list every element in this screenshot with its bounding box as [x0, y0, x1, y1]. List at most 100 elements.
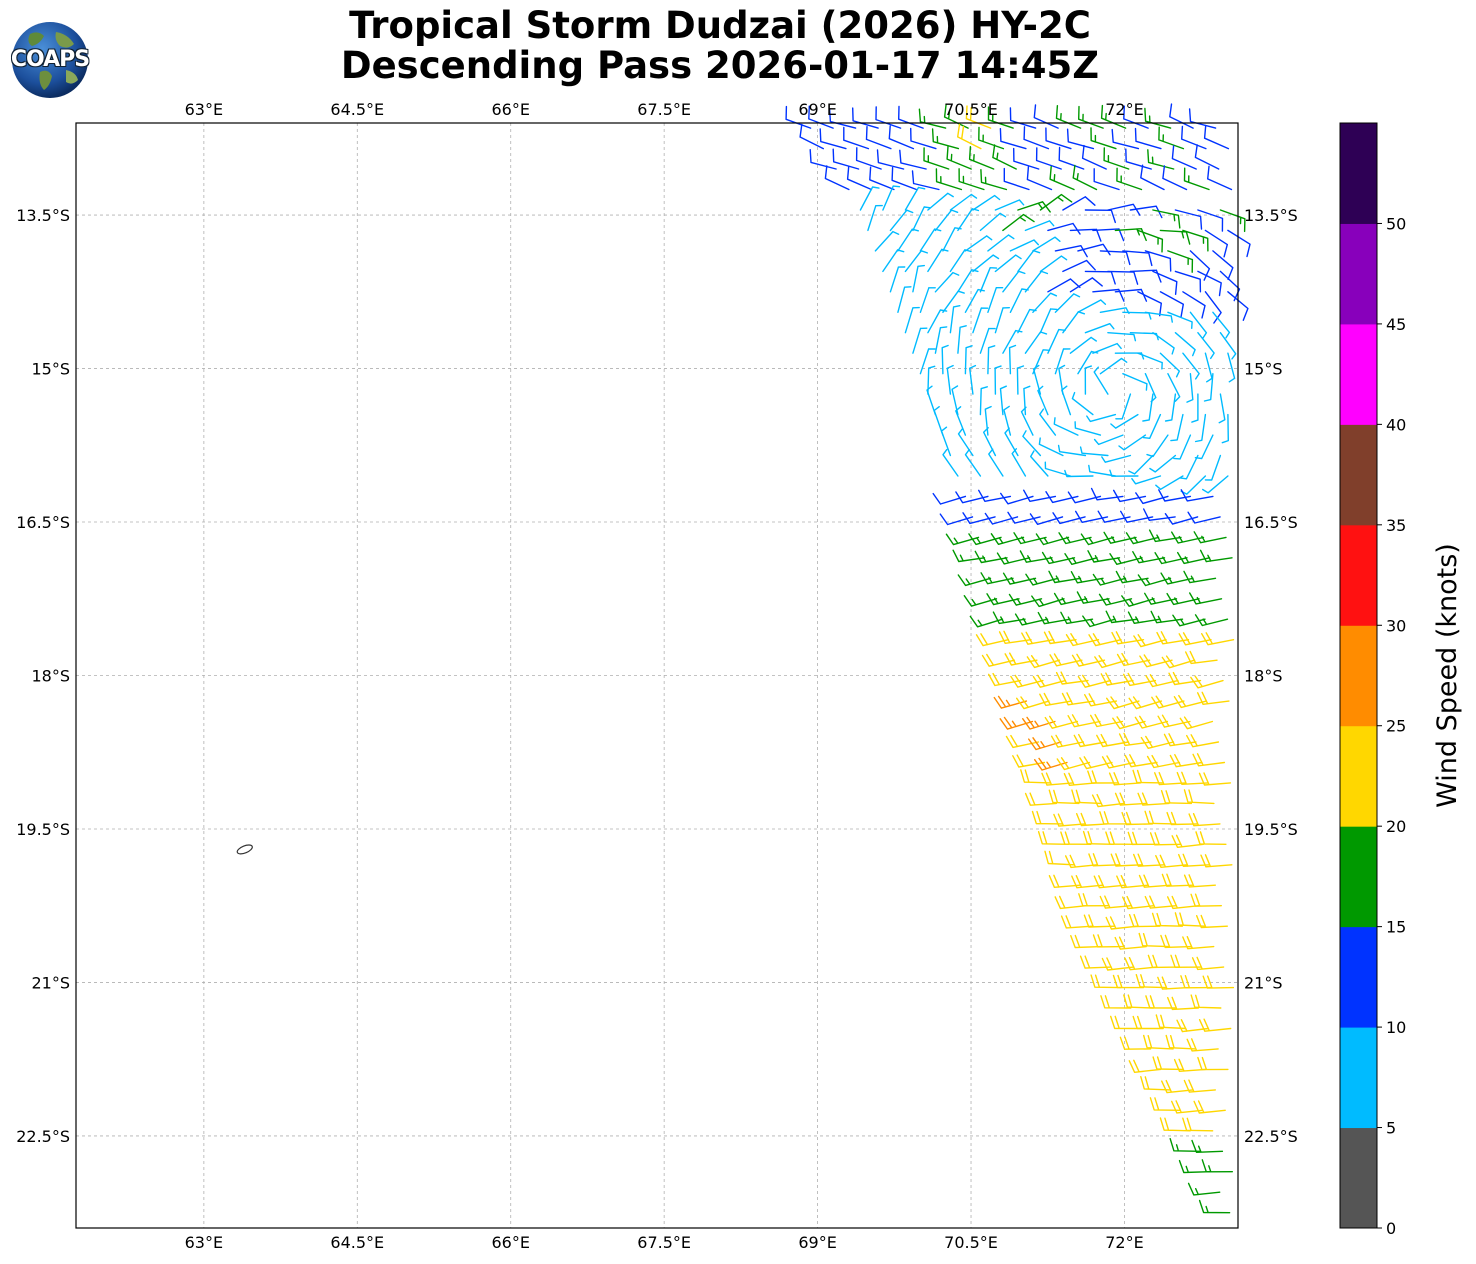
wind-barb: [799, 123, 824, 150]
wind-barb-shaft: [1194, 413, 1207, 443]
wind-barb: [949, 305, 961, 334]
wind-barb-shaft: [1105, 831, 1137, 845]
wind-barb: [964, 345, 973, 375]
wind-barb: [1140, 164, 1165, 191]
wind-barb: [1073, 733, 1107, 748]
wind-barb: [1129, 269, 1162, 283]
lon-tick-label-bottom: 67.5°E: [637, 1233, 691, 1252]
wind-barb: [1008, 344, 1017, 375]
wind-barb: [1182, 291, 1206, 319]
wind-barb: [1012, 754, 1046, 768]
colorbar: 0 5 10 15 20 25 30 35 40 45 50: [1339, 122, 1406, 1238]
wind-barb: [1164, 393, 1177, 422]
wind-barb: [1160, 790, 1193, 805]
wind-barb: [1056, 757, 1091, 771]
wind-barb: [1202, 475, 1229, 494]
wind-barb: [1075, 510, 1109, 523]
wind-barb: [957, 574, 992, 587]
wind-barb: [978, 126, 1005, 150]
wind-barb-shaft: [1049, 653, 1083, 667]
wind-barb-shaft: [1017, 250, 1041, 273]
wind-barb-shaft: [1070, 571, 1104, 584]
wind-barb: [1144, 311, 1173, 323]
wind-barb-shaft: [832, 148, 860, 170]
wind-barb: [1077, 350, 1099, 375]
wind-barb: [941, 344, 949, 375]
wind-barb: [1044, 715, 1079, 729]
colorbar-label: Wind Speed (knots): [1432, 543, 1463, 808]
wind-barb-shaft: [1101, 454, 1132, 463]
wind-barb-shaft: [1191, 393, 1199, 423]
wind-barb-shaft: [1149, 1097, 1181, 1111]
wind-barb-shaft: [1008, 344, 1017, 375]
wind-barb: [1189, 592, 1223, 605]
wind-barb-shaft: [1142, 393, 1154, 422]
wind-barb: [957, 208, 980, 232]
wind-barb-shaft: [1047, 328, 1066, 354]
wind-barb: [832, 148, 860, 170]
wind-barb-shaft: [1071, 653, 1106, 667]
wind-barb: [1031, 595, 1065, 608]
wind-barb: [984, 405, 992, 436]
wind-barb: [1076, 591, 1110, 604]
wind-barb: [994, 307, 1010, 334]
wind-barb-shaft: [1056, 757, 1091, 771]
wind-barb-shaft: [785, 105, 812, 129]
wind-barb-shaft: [994, 199, 1025, 211]
wind-barb-shaft: [889, 266, 906, 293]
wind-barb-shaft: [992, 611, 1026, 625]
wind-barb-shaft: [843, 126, 870, 150]
wind-barb-shaft: [1017, 308, 1037, 334]
wind-barb-shaft: [1197, 332, 1215, 360]
wind-barb-shaft: [927, 309, 948, 334]
wind-barb-shaft: [1084, 365, 1092, 395]
lat-tick-label-right: 13.5°S: [1244, 206, 1298, 225]
wind-barb-shaft: [904, 306, 920, 334]
wind-barb-shaft: [1218, 393, 1226, 424]
lat-tick-label-right: 15°S: [1244, 360, 1283, 379]
wind-barb-shaft: [1198, 772, 1232, 786]
wind-barb: [1185, 650, 1218, 665]
wind-barb-shaft: [927, 365, 936, 395]
wind-barb: [1092, 342, 1122, 354]
wind-barb-shaft: [1069, 228, 1102, 242]
wind-barb: [898, 105, 924, 129]
wind-barb: [1028, 737, 1062, 751]
wind-barb-shaft: [1053, 813, 1086, 827]
wind-barb-shaft: [1049, 165, 1075, 191]
wind-barb: [1128, 1059, 1162, 1073]
wind-barb: [958, 168, 985, 191]
wind-barb-shaft: [1134, 715, 1169, 729]
wind-barb: [1101, 755, 1136, 769]
lat-tick-label-left: 15°S: [31, 360, 70, 379]
wind-barb-shaft: [1062, 311, 1086, 334]
wind-barb-shaft: [1008, 593, 1043, 606]
wind-barb-shaft: [972, 254, 1000, 273]
wind-barb: [1118, 434, 1147, 451]
wind-barb-shaft: [1077, 243, 1111, 256]
wind-barb: [1151, 912, 1183, 927]
wind-barb-shaft: [1174, 209, 1203, 230]
wind-barb: [940, 426, 952, 457]
wind-barb: [1171, 145, 1197, 170]
wind-barb: [1143, 1034, 1174, 1050]
wind-barb: [1190, 893, 1222, 907]
wind-barb: [1048, 570, 1082, 584]
wind-barb-shaft: [1045, 491, 1079, 504]
wind-barb: [1071, 391, 1094, 416]
wind-barb: [1026, 655, 1061, 669]
wind-barb: [1167, 895, 1200, 910]
wind-barb-shaft: [859, 186, 880, 211]
wind-barb-shaft: [999, 716, 1034, 730]
wind-barb-shaft: [904, 186, 926, 211]
wind-barb: [1013, 532, 1047, 545]
wind-barb: [859, 186, 880, 211]
wind-barb: [899, 149, 927, 170]
wind-barb-shaft: [964, 288, 985, 313]
wind-barb-shaft: [1189, 592, 1223, 605]
wind-barb-shaft: [1058, 146, 1085, 170]
wind-barb-shaft: [1187, 1182, 1221, 1196]
map-title: Tropical Storm Dudzai (2026) HY-2C Desce…: [240, 6, 1200, 86]
wind-barb: [1110, 1015, 1142, 1030]
wind-barb-shaft: [1189, 250, 1211, 281]
